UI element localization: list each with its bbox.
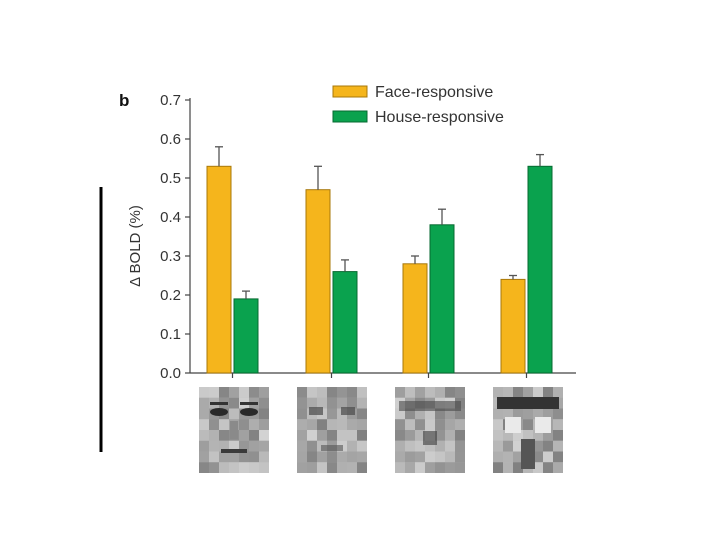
bar-house-responsive-1 — [233, 298, 259, 374]
bar-house-responsive-4 — [527, 165, 553, 374]
bar-house-responsive-3 — [429, 224, 455, 374]
panel-label: b — [119, 91, 129, 110]
bar-face-responsive-1 — [206, 165, 232, 374]
stimulus-image-2 — [297, 387, 367, 473]
bars — [206, 146, 553, 378]
y-tick-label: 0.1 — [160, 326, 181, 343]
y-axis-title: Δ BOLD (%) — [127, 205, 144, 287]
y-tick-label: 0.3 — [160, 248, 181, 265]
stimulus-thumbnails — [199, 387, 563, 473]
stimulus-image-4 — [493, 387, 563, 473]
bar-face-responsive-3 — [402, 263, 428, 374]
legend-label-face: Face-responsive — [375, 84, 493, 101]
stimulus-image-1 — [199, 387, 269, 473]
y-tick-label: 0.0 — [160, 365, 181, 382]
stimulus-image-3 — [395, 387, 465, 473]
y-tick-label: 0.6 — [160, 131, 181, 148]
y-tick-label: 0.7 — [160, 92, 181, 109]
bar-house-responsive-2 — [332, 271, 358, 374]
legend-swatch-face — [332, 85, 368, 98]
bar-face-responsive-2 — [305, 189, 331, 374]
y-tick-label: 0.4 — [160, 209, 181, 226]
legend-label-house: House-responsive — [375, 109, 504, 126]
legend: Face-responsive House-responsive — [332, 84, 504, 126]
legend-swatch-house — [332, 110, 368, 123]
y-tick-label: 0.5 — [160, 170, 181, 187]
y-tick-label: 0.2 — [160, 287, 181, 304]
bar-face-responsive-4 — [500, 278, 526, 374]
